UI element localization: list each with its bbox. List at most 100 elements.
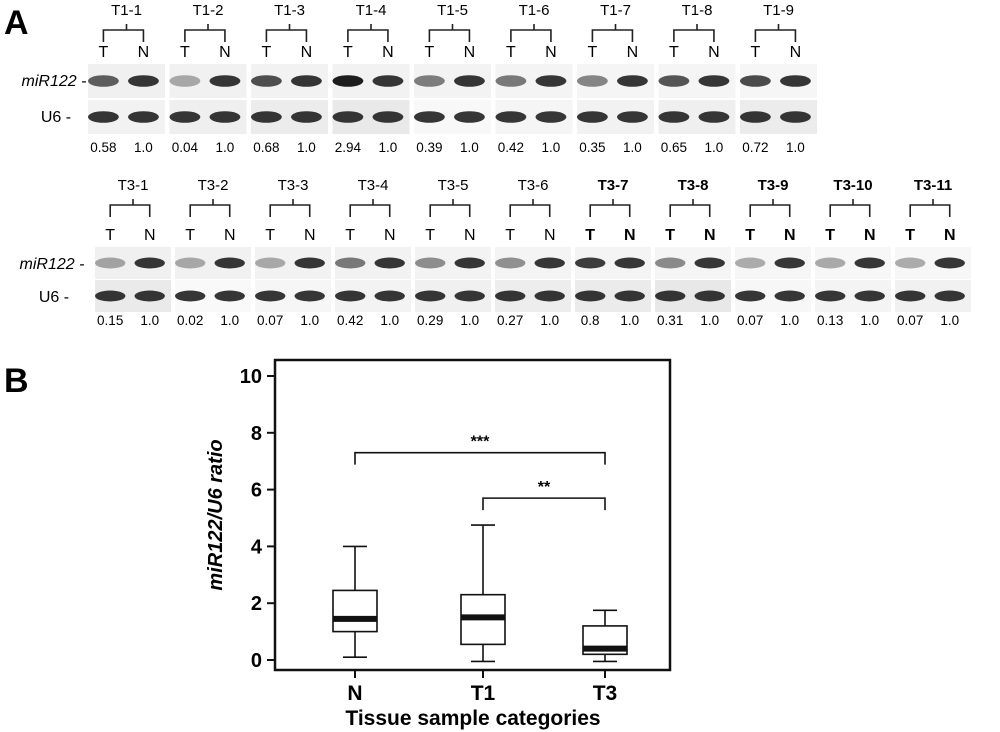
blot-band (495, 290, 526, 302)
lane-label-t: T (751, 44, 761, 61)
lane-bracket (673, 24, 715, 42)
y-tick-label: 0 (251, 650, 262, 672)
lane-label-t: T (262, 44, 272, 61)
ratio-t: 0.02 (177, 313, 203, 328)
blot-band (134, 290, 165, 302)
blot-band (332, 111, 364, 123)
lane-label-n: N (784, 227, 796, 244)
sample-title: T3-11 (914, 177, 952, 194)
lane-label-n: N (219, 44, 231, 61)
ratio-n: 1.0 (134, 140, 153, 155)
blot-band (374, 257, 405, 269)
blot-band (88, 111, 119, 123)
blot-band (575, 290, 606, 302)
lane-label-n: N (544, 227, 556, 244)
blot-band (255, 257, 286, 269)
blot-band (774, 290, 805, 302)
blot-band (294, 257, 325, 269)
ratio-n: 1.0 (216, 140, 235, 155)
blot-band (740, 75, 771, 87)
ratio-t: 0.35 (579, 140, 605, 155)
lane-label-t: T (425, 44, 435, 61)
blot-band (815, 257, 846, 269)
lane-bracket (510, 24, 552, 42)
blot-band (214, 290, 245, 302)
lane-label-n: N (301, 44, 313, 61)
blot-band (415, 257, 446, 269)
lane-label-n: N (545, 44, 557, 61)
x-tick-label: T3 (593, 682, 618, 705)
significance-label: ** (538, 479, 551, 496)
blot-band (169, 111, 201, 123)
lane-bracket (589, 199, 631, 217)
ratio-n: 1.0 (460, 313, 479, 328)
lane-label-t: T (180, 44, 190, 61)
lane-bracket (109, 199, 151, 217)
sample-title: T1-3 (274, 2, 305, 19)
blot-band (534, 257, 565, 269)
blot-band (134, 257, 165, 269)
blot-band (214, 257, 245, 269)
ratio-n: 1.0 (297, 140, 316, 155)
sample-title: T3-5 (438, 177, 469, 194)
lane-label-n: N (864, 227, 876, 244)
lane-bracket (269, 199, 311, 217)
sample-title: T1-6 (519, 2, 550, 19)
blot-band (780, 111, 811, 123)
blot-band (854, 290, 885, 302)
sample-title: T3-3 (278, 177, 309, 194)
row-label-mir122: miR122 - (20, 256, 85, 273)
ratio-n: 1.0 (140, 313, 159, 328)
lane-bracket (102, 24, 145, 42)
blot-band (617, 111, 648, 123)
blot-band (454, 257, 485, 269)
sample-title: T1-5 (437, 2, 468, 19)
ratio-n: 1.0 (860, 313, 879, 328)
ratio-n: 1.0 (300, 313, 319, 328)
plot-frame (273, 358, 672, 672)
blot-band (614, 257, 645, 269)
lane-label-n: N (224, 227, 236, 244)
row-label-u6: U6 - (41, 109, 71, 126)
blot-band (291, 75, 322, 87)
ratio-t: 2.94 (335, 140, 362, 155)
significance-bracket (354, 451, 606, 465)
ratio-t: 0.42 (498, 140, 524, 155)
lane-label-n: N (464, 44, 476, 61)
ratio-t: 0.07 (257, 313, 283, 328)
blot-band (169, 75, 201, 87)
lane-label-t: T (506, 44, 516, 61)
blot-band (934, 290, 965, 302)
ratio-n: 1.0 (460, 140, 479, 155)
y-tick-label: 10 (240, 366, 262, 388)
lane-bracket (265, 24, 308, 42)
ratio-n: 1.0 (620, 313, 639, 328)
blot-band (454, 290, 485, 302)
blot-band (95, 290, 126, 302)
ratio-t: 0.72 (742, 140, 768, 155)
ratio-t: 0.65 (661, 140, 687, 155)
lane-label-t: T (185, 227, 195, 244)
lane-label-t: T (265, 227, 275, 244)
sample-title: T3-6 (518, 177, 549, 194)
blot-band (774, 257, 805, 269)
lane-label-n: N (144, 227, 156, 244)
lane-label-t: T (345, 227, 355, 244)
blot-band (88, 75, 119, 87)
lane-bracket (754, 24, 797, 42)
lane-bracket (669, 199, 711, 217)
ratio-n: 1.0 (379, 140, 398, 155)
blot-band (209, 75, 241, 87)
blot-band (454, 75, 485, 87)
y-tick-label: 6 (251, 480, 262, 502)
blot-band (372, 111, 404, 123)
lane-bracket (349, 199, 391, 217)
blot-band (175, 290, 206, 302)
blot-band (374, 290, 405, 302)
lane-bracket (184, 24, 226, 42)
blot-band (735, 290, 766, 302)
ratio-n: 1.0 (940, 313, 959, 328)
blot-band (740, 111, 771, 123)
